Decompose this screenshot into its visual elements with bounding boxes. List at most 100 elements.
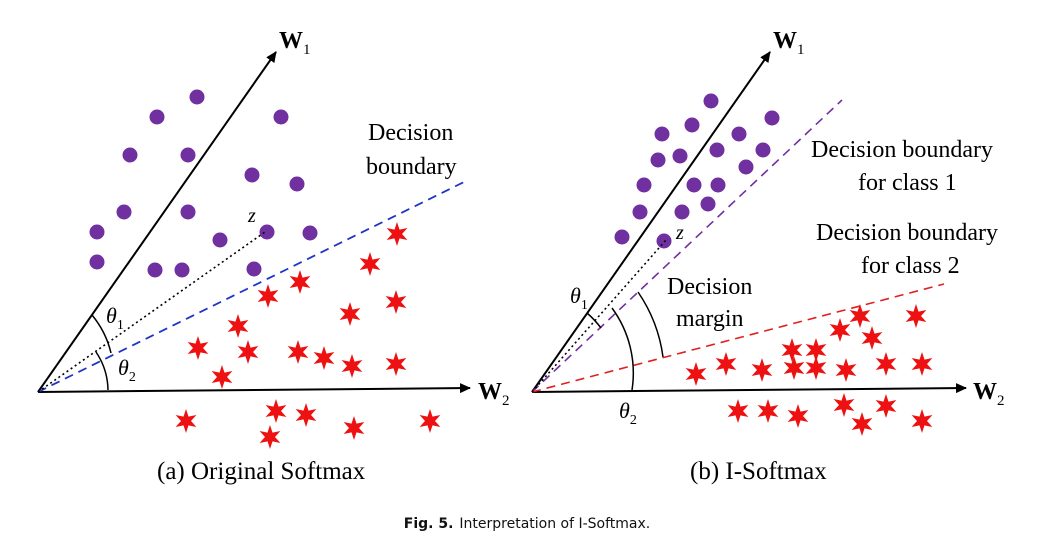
panel-b-theta2-label: θ2 — [619, 398, 637, 428]
panel-a-boundary-label-line2: boundary — [366, 154, 457, 180]
panel-a-class2-point-1 — [386, 222, 408, 246]
panel-a-class1-point-8 — [116, 204, 132, 220]
panel-b-class1-point-12 — [710, 177, 726, 193]
panel-b-boundary1-label-line2: for class 1 — [858, 170, 957, 196]
panel-b-class2-point-10 — [783, 356, 805, 380]
panel-a-class1-point-12 — [259, 224, 275, 240]
panel-b-class2-point-11 — [805, 356, 827, 380]
panel-b-w2-vector — [531, 383, 967, 394]
panel-a-class2-point-15 — [175, 409, 197, 433]
panel-b-class1-points — [614, 93, 780, 249]
panel-a-theta1-label: θ1 — [106, 303, 124, 333]
panel-a-theta1-arc — [91, 314, 112, 354]
panel-a-w1-label: W1 — [279, 28, 311, 58]
panel-b-class1-point-14 — [632, 204, 648, 220]
panel-a-class1-point-6 — [244, 167, 260, 183]
panel-b-class2-point-14 — [911, 352, 933, 376]
panel-a-original-softmax: W1 W2 θ1 θ2 z Decision boundary (a) Orig… — [37, 28, 510, 485]
panel-b-class2-boundary-line — [531, 283, 945, 393]
panel-b-caption: (b) I-Softmax — [690, 458, 827, 485]
panel-b-class2-point-20 — [851, 412, 873, 436]
panel-a-class2-point-8 — [187, 336, 209, 360]
panel-a-class1-point-13 — [302, 225, 318, 241]
panel-a-w1-vector — [37, 51, 277, 393]
panel-b-theta1-label: θ1 — [570, 283, 588, 313]
panel-a-class1-point-7 — [289, 176, 305, 192]
figure-caption: Fig. 5. Interpretation of I-Softmax. — [404, 516, 651, 532]
panel-b-w2-label: W2 — [973, 379, 1005, 409]
panel-b-w1-label: W1 — [773, 28, 805, 58]
panel-b-boundary2-label-line2: for class 2 — [861, 253, 960, 279]
panel-b-class2-point-13 — [875, 352, 897, 376]
panel-b-class1-point-6 — [650, 152, 666, 168]
panel-a-class2-point-4 — [289, 270, 311, 294]
panel-a-class2-point-17 — [295, 403, 317, 427]
panel-a-class1-point-1 — [189, 89, 205, 105]
panel-b-i-softmax: W1 W2 θ1 θ2 z Decision boundary for clas… — [531, 28, 1005, 485]
panel-a-class1-point-2 — [149, 109, 165, 125]
panel-a-class2-points — [175, 222, 441, 449]
panel-a-class2-point-19 — [343, 416, 365, 440]
panel-a-class1-point-9 — [180, 204, 196, 220]
panel-a-class1-point-15 — [147, 262, 163, 278]
panel-b-class1-boundary-line — [531, 99, 843, 393]
panel-a-z-label: z — [247, 205, 256, 227]
panel-b-class1-point-13 — [738, 159, 754, 175]
panel-a-class2-point-11 — [313, 346, 335, 370]
panel-b-z-label: z — [675, 222, 684, 244]
panel-b-class1-point-16 — [700, 196, 716, 212]
panel-a-class1-point-14 — [89, 254, 105, 270]
panel-a-class2-point-13 — [385, 352, 407, 376]
panel-a-class1-points — [89, 89, 318, 278]
panel-b-class2-point-16 — [757, 399, 779, 423]
panel-b-class1-point-18 — [656, 233, 672, 249]
panel-b-class1-point-17 — [614, 229, 630, 245]
panel-b-class2-points — [685, 304, 933, 436]
panel-a-class1-point-16 — [174, 262, 190, 278]
panel-a-class1-point-4 — [122, 147, 138, 163]
panel-a-class2-point-5 — [385, 290, 407, 314]
panel-b-w1-vector — [531, 51, 771, 393]
panel-a-w2-vector — [37, 383, 471, 394]
panel-b-class1-point-1 — [703, 93, 719, 109]
panel-a-class2-point-14 — [211, 365, 233, 389]
panel-b-margin-label-line2: margin — [676, 306, 744, 332]
panel-a-class2-point-6 — [339, 302, 361, 326]
panel-b-class2-point-8 — [715, 352, 737, 376]
panel-b-boundary2-label-line1: Decision boundary — [816, 220, 998, 246]
panel-a-class2-point-9 — [237, 340, 259, 364]
panel-a-theta2-label: θ2 — [118, 355, 136, 385]
panel-a-class2-point-10 — [287, 340, 309, 364]
panel-b-class2-point-5 — [781, 338, 803, 362]
panel-a-w2-label: W2 — [478, 379, 510, 409]
panel-b-class2-point-7 — [685, 362, 707, 386]
panel-b-class1-point-5 — [731, 126, 747, 142]
panel-b-class2-point-3 — [829, 318, 851, 342]
panel-b-class2-point-15 — [727, 399, 749, 423]
panel-a-class2-point-16 — [265, 399, 287, 423]
panel-b-theta2-arc — [611, 307, 635, 391]
panel-b-class2-point-21 — [911, 409, 933, 433]
panel-b-class1-point-8 — [709, 142, 725, 158]
panel-b-class1-point-10 — [636, 177, 652, 193]
panel-a-class2-point-3 — [257, 284, 279, 308]
panel-b-margin-arc — [637, 291, 664, 358]
panel-a-class1-point-5 — [180, 147, 196, 163]
panel-a-class2-point-7 — [227, 314, 249, 338]
panel-b-class2-point-18 — [833, 393, 855, 417]
panel-a-class1-point-17 — [246, 261, 262, 277]
panel-a-z-vector — [37, 231, 266, 393]
panel-b-class2-point-2 — [905, 304, 927, 328]
panel-b-class2-point-1 — [849, 304, 871, 328]
panel-a-class2-point-12 — [341, 354, 363, 378]
panel-a-caption: (a) Original Softmax — [157, 458, 366, 485]
panel-b-class2-point-12 — [835, 358, 857, 382]
panel-b-boundary1-label-line1: Decision boundary — [811, 137, 993, 163]
panel-a-class2-point-2 — [359, 252, 381, 276]
panel-a-class1-point-11 — [212, 232, 228, 248]
panel-a-class1-point-3 — [273, 109, 289, 125]
panel-a-class2-point-20 — [419, 409, 441, 433]
panel-b-z-vector — [531, 239, 667, 393]
